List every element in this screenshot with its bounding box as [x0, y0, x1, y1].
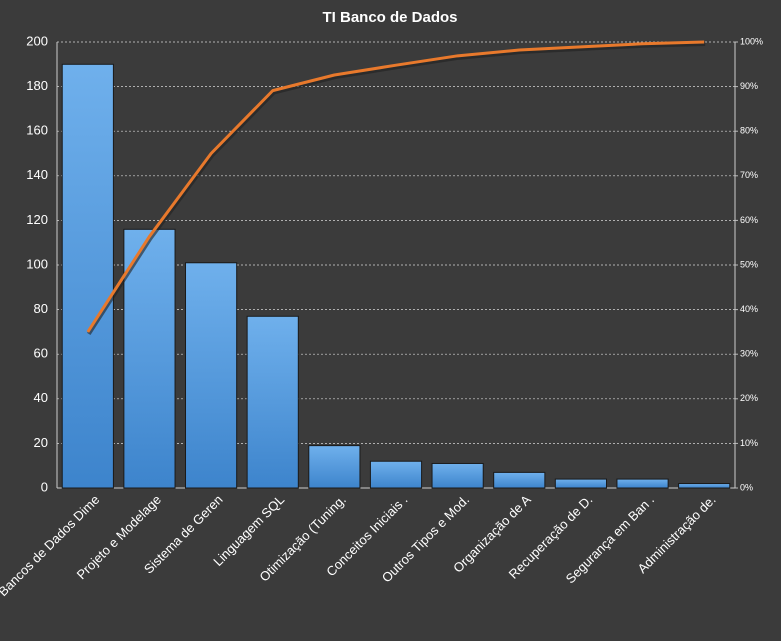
y2-tick-label: 90% [740, 81, 758, 91]
line-shadow [87, 42, 706, 335]
bar [493, 471, 546, 489]
y2-tick-label: 0% [740, 482, 753, 492]
bar [554, 478, 607, 489]
y-tick-label: 200 [26, 33, 48, 48]
y2-tick-label: 80% [740, 126, 758, 136]
lines [86, 40, 706, 335]
y-tick-label: 100 [26, 256, 48, 271]
y2-tick-label: 50% [740, 259, 758, 269]
y2-tick-label: 20% [740, 393, 758, 403]
y-tick-label: 80 [34, 301, 48, 316]
y-tick-label: 140 [26, 167, 48, 182]
y2-tick-label: 70% [740, 170, 758, 180]
y2-tick-label: 10% [740, 438, 758, 448]
bar [61, 63, 114, 489]
y2-tick-label: 30% [740, 349, 758, 359]
bar [431, 462, 484, 489]
bar [246, 315, 299, 489]
y2-tick-label: 40% [740, 304, 758, 314]
y-tick-label: 60 [34, 346, 48, 361]
y-tick-label: 120 [26, 212, 48, 227]
y-tick-label: 180 [26, 78, 48, 93]
y-tick-label: 0 [41, 479, 48, 494]
y-tick-label: 20 [34, 435, 48, 450]
bar [185, 262, 238, 489]
line [86, 40, 705, 333]
bars [61, 63, 731, 489]
chart-title: TI Banco de Dados [322, 9, 457, 26]
y2-tick-label: 100% [740, 36, 763, 46]
bar [123, 228, 176, 489]
bar [678, 483, 731, 489]
bar [616, 478, 669, 489]
y2-tick-label: 60% [740, 215, 758, 225]
y-tick-label: 160 [26, 123, 48, 138]
bar [308, 445, 361, 489]
y-tick-label: 40 [34, 390, 48, 405]
bar [369, 460, 423, 489]
